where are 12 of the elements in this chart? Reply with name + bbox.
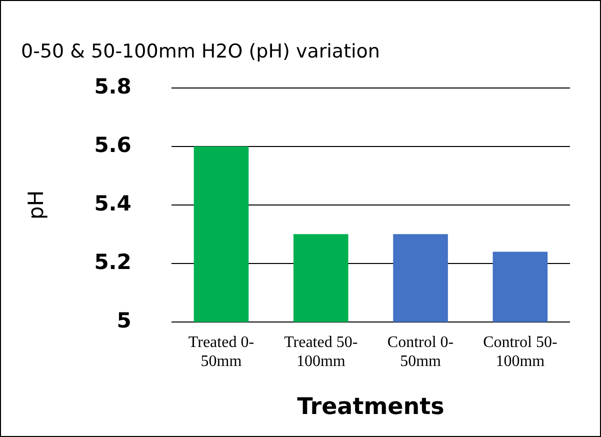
y-tick-label: 5.6 (94, 132, 132, 157)
x-tick-label: Control 0-50mm (387, 334, 454, 370)
y-tick-label: 5.2 (94, 250, 132, 274)
x-tick-label: Treated 50-100mm (284, 334, 358, 370)
x-axis-title: Treatments (297, 394, 444, 420)
y-tick-label: 5 (116, 308, 132, 332)
x-tick-label: Treated 0-50mm (188, 334, 254, 370)
y-tick-label: 5.4 (94, 191, 132, 216)
chart-title: 0-50 & 50-100mm H2O (pH) variation (21, 40, 380, 62)
y-axis-title: pH (24, 190, 48, 220)
y-tick-label: 5.8 (94, 74, 132, 98)
x-tick-label: Control 50-100mm (483, 334, 558, 370)
